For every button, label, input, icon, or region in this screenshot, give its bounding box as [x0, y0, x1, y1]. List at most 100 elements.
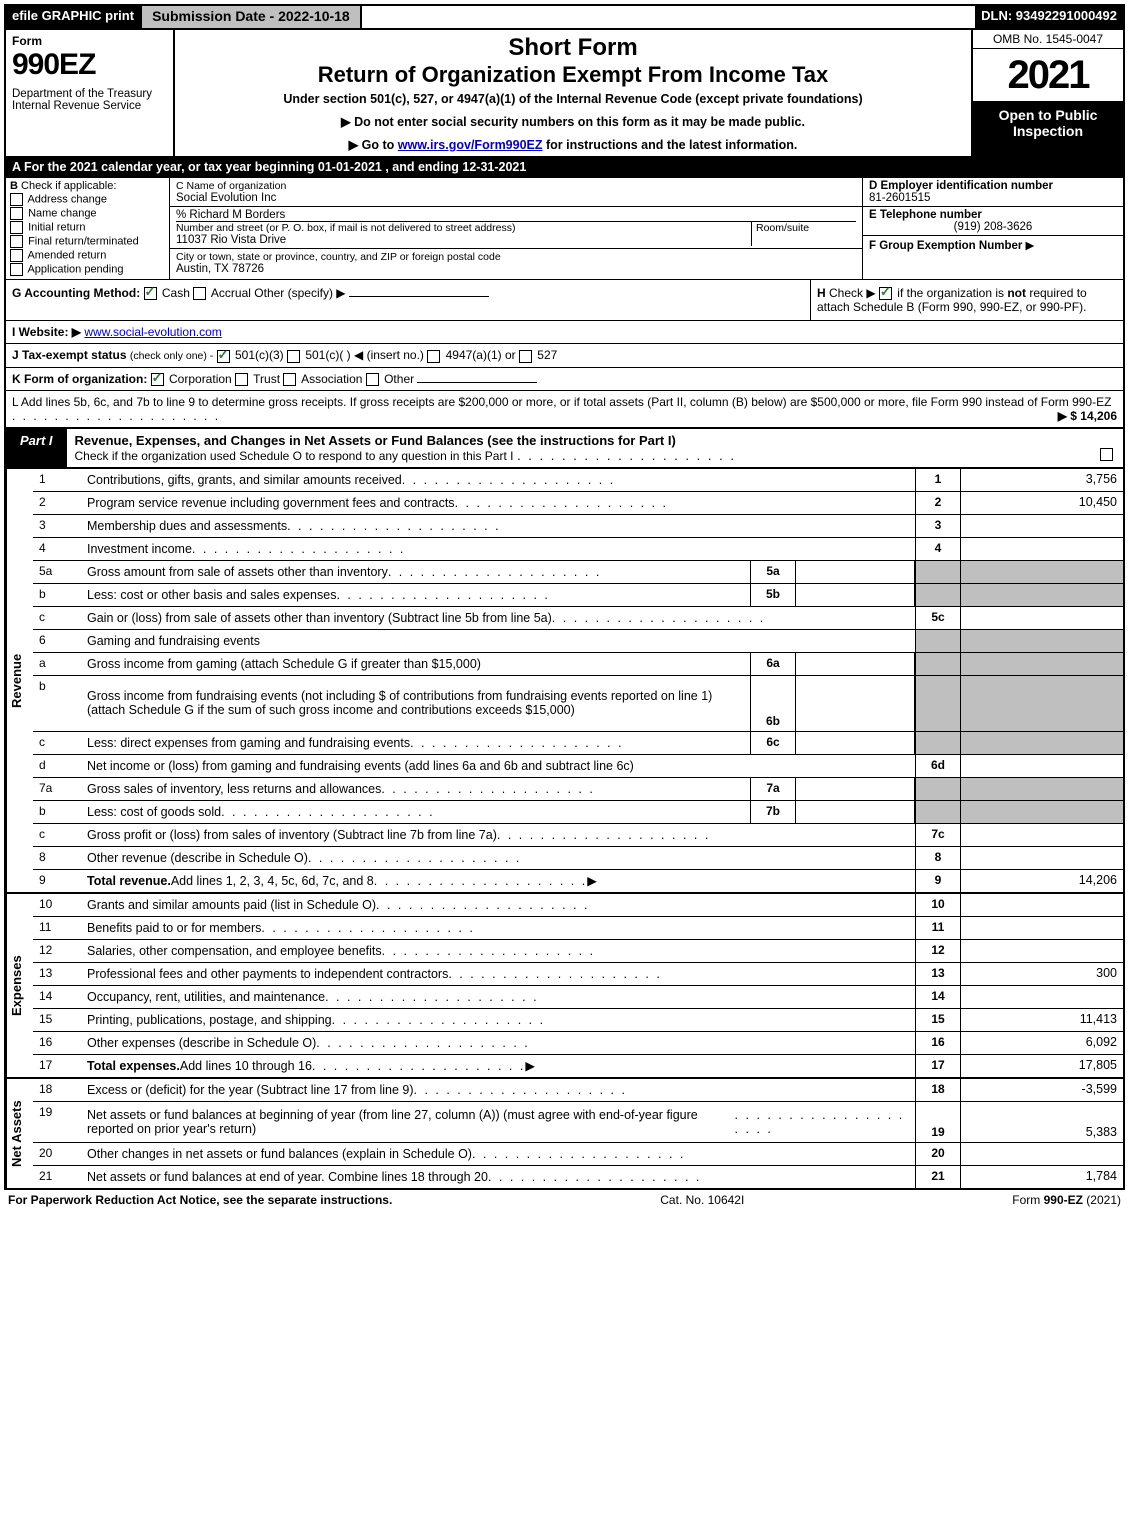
row-13: 13Professional fees and other payments t… [33, 963, 1123, 986]
footer-left: For Paperwork Reduction Act Notice, see … [8, 1193, 392, 1207]
website-link[interactable]: www.social-evolution.com [84, 325, 221, 339]
row-7a: 7aGross sales of inventory, less returns… [33, 778, 1123, 801]
section-i: I Website: ▶ www.social-evolution.com [4, 321, 1125, 344]
form-word: Form [12, 34, 167, 48]
c-name-label: C Name of organization [176, 180, 856, 192]
row-5b: bLess: cost or other basis and sales exp… [33, 584, 1123, 607]
row-9: 9Total revenue. Add lines 1, 2, 3, 4, 5c… [33, 870, 1123, 892]
section-g: G Accounting Method: Cash Accrual Other … [6, 280, 810, 320]
short-form-title: Short Form [183, 34, 963, 62]
opt-address-change[interactable]: Address change [10, 193, 165, 206]
irs-link[interactable]: www.irs.gov/Form990EZ [398, 138, 543, 152]
goto-link: ▶ Go to www.irs.gov/Form990EZ for instru… [183, 137, 963, 152]
footer-right: Form 990-EZ (2021) [1012, 1193, 1121, 1207]
opt-final-return[interactable]: Final return/terminated [10, 235, 165, 248]
room-label: Room/suite [756, 222, 856, 234]
row-12: 12Salaries, other compensation, and empl… [33, 940, 1123, 963]
row-8: 8Other revenue (describe in Schedule O)8 [33, 847, 1123, 870]
city-label: City or town, state or province, country… [176, 251, 856, 263]
section-a: A For the 2021 calendar year, or tax yea… [4, 158, 1125, 178]
dept-label: Department of the Treasury [12, 88, 167, 100]
title-block: Short Form Return of Organization Exempt… [175, 30, 971, 156]
checkbox-h[interactable] [879, 287, 892, 300]
d-label: D Employer identification number [869, 180, 1117, 192]
org-name: Social Evolution Inc [176, 192, 856, 204]
k-other-line [417, 382, 537, 383]
sections-bcdef: B Check if applicable: Address change Na… [4, 178, 1125, 280]
ein-value: 81-2601515 [869, 192, 1117, 204]
row-1: 1Contributions, gifts, grants, and simil… [33, 469, 1123, 492]
j-note: (check only one) - [130, 350, 213, 362]
b-check: Check if applicable: [21, 180, 116, 192]
revenue-table: Revenue 1Contributions, gifts, grants, a… [4, 469, 1125, 894]
checkbox-corp[interactable] [151, 373, 164, 386]
tel-value: (919) 208-3626 [869, 221, 1117, 233]
part1-header: Part I Revenue, Expenses, and Changes in… [4, 429, 1125, 469]
page-footer: For Paperwork Reduction Act Notice, see … [4, 1190, 1125, 1210]
row-17: 17Total expenses. Add lines 10 through 1… [33, 1055, 1123, 1077]
ssn-warning: ▶ Do not enter social security numbers o… [183, 114, 963, 129]
row-7b: bLess: cost of goods sold7b [33, 801, 1123, 824]
checkbox-trust[interactable] [235, 373, 248, 386]
l-amount: ▶ $ 14,206 [1058, 409, 1117, 423]
row-6d: dNet income or (loss) from gaming and fu… [33, 755, 1123, 778]
form-id-block: Form 990EZ Department of the Treasury In… [6, 30, 175, 156]
return-title: Return of Organization Exempt From Incom… [183, 62, 963, 88]
row-21: 21Net assets or fund balances at end of … [33, 1166, 1123, 1188]
city-value: Austin, TX 78726 [176, 263, 856, 275]
row-20: 20Other changes in net assets or fund ba… [33, 1143, 1123, 1166]
row-15: 15Printing, publications, postage, and s… [33, 1009, 1123, 1032]
row-5c: cGain or (loss) from sale of assets othe… [33, 607, 1123, 630]
row-6c: cLess: direct expenses from gaming and f… [33, 732, 1123, 755]
other-line [349, 296, 489, 297]
part1-title: Revenue, Expenses, and Changes in Net As… [67, 429, 1123, 467]
section-c: C Name of organization Social Evolution … [170, 178, 862, 279]
dln-label: DLN: 93492291000492 [975, 6, 1123, 28]
checkbox-accrual[interactable] [193, 287, 206, 300]
street-label: Number and street (or P. O. box, if mail… [176, 221, 751, 234]
form-header: Form 990EZ Department of the Treasury In… [4, 30, 1125, 158]
section-def: D Employer identification number 81-2601… [862, 178, 1123, 279]
row-7c: cGross profit or (loss) from sales of in… [33, 824, 1123, 847]
row-4: 4Investment income4 [33, 538, 1123, 561]
checkbox-cash[interactable] [144, 287, 157, 300]
checkbox-schedule-o[interactable] [1100, 448, 1113, 461]
row-2: 2Program service revenue including gover… [33, 492, 1123, 515]
open-public-box: Open to Public Inspection [973, 101, 1123, 156]
part1-check: Check if the organization used Schedule … [75, 449, 514, 463]
checkbox-501c[interactable] [287, 350, 300, 363]
part1-tab: Part I [6, 429, 67, 467]
section-k: K Form of organization: Corporation Trus… [4, 368, 1125, 391]
opt-application-pending[interactable]: Application pending [10, 263, 165, 276]
vtab-revenue: Revenue [6, 469, 33, 892]
row-3: 3Membership dues and assessments3 [33, 515, 1123, 538]
checkbox-assoc[interactable] [283, 373, 296, 386]
opt-name-change[interactable]: Name change [10, 207, 165, 220]
street-value: 11037 Rio Vista Drive [176, 234, 751, 246]
h-text: Check ▶ [829, 286, 876, 300]
row-5a: 5aGross amount from sale of assets other… [33, 561, 1123, 584]
checkbox-other[interactable] [366, 373, 379, 386]
checkbox-501c3[interactable] [217, 350, 230, 363]
submission-date: Submission Date - 2022-10-18 [140, 6, 362, 28]
vtab-netassets: Net Assets [6, 1079, 33, 1188]
opt-initial-return[interactable]: Initial return [10, 221, 165, 234]
opt-amended-return[interactable]: Amended return [10, 249, 165, 262]
checkbox-4947[interactable] [427, 350, 440, 363]
row-6b: bGross income from fundraising events (n… [33, 676, 1123, 732]
netassets-table: Net Assets 18Excess or (deficit) for the… [4, 1079, 1125, 1190]
efile-label: efile GRAPHIC print [6, 6, 140, 28]
checkbox-527[interactable] [519, 350, 532, 363]
vtab-expenses: Expenses [6, 894, 33, 1077]
i-label: I Website: ▶ [12, 325, 81, 339]
care-of: % Richard M Borders [176, 209, 856, 221]
top-spacer [362, 6, 975, 28]
irs-label: Internal Revenue Service [12, 100, 167, 112]
top-bar: efile GRAPHIC print Submission Date - 20… [4, 4, 1125, 30]
row-6: 6Gaming and fundraising events [33, 630, 1123, 653]
section-b: B Check if applicable: Address change Na… [6, 178, 170, 279]
l-text: L Add lines 5b, 6c, and 7b to line 9 to … [12, 395, 1111, 409]
row-6a: aGross income from gaming (attach Schedu… [33, 653, 1123, 676]
j-label: J Tax-exempt status [12, 348, 127, 362]
k-label: K Form of organization: [12, 372, 147, 386]
